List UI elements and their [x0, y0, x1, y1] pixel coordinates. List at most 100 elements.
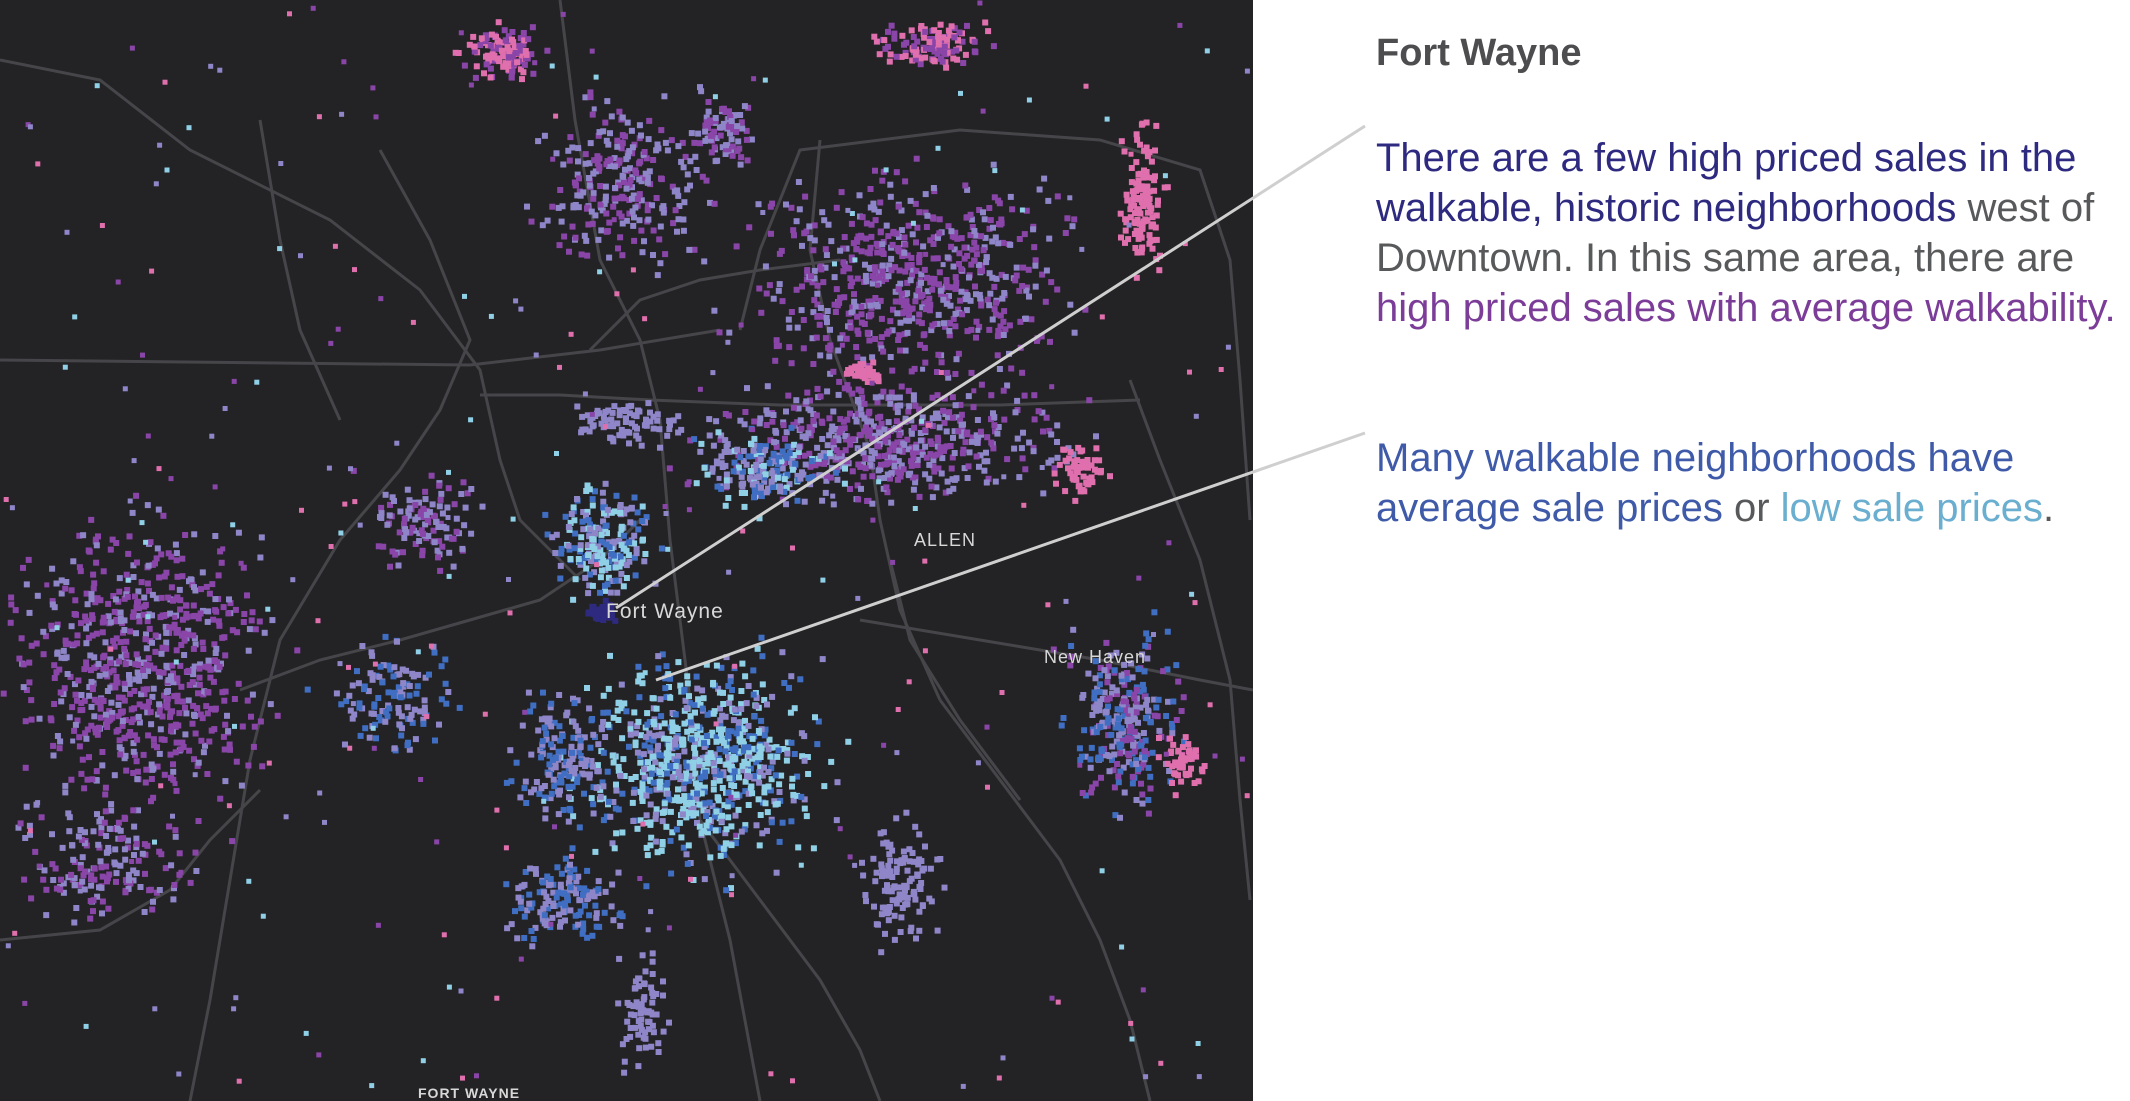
- sale-dot: [989, 274, 996, 281]
- sale-dot: [930, 185, 937, 191]
- sale-dot: [194, 705, 200, 712]
- sale-dot: [1115, 779, 1122, 786]
- sale-dot: [602, 567, 609, 573]
- sale-dot: [766, 460, 773, 466]
- sale-dot: [66, 828, 73, 835]
- sale-dot: [603, 210, 610, 217]
- sale-dot: [499, 39, 505, 46]
- sale-dot: [912, 56, 919, 63]
- sale-dot: [1140, 730, 1147, 736]
- sale-dot: [88, 722, 95, 729]
- sale-dot: [916, 254, 923, 261]
- sale-dot: [132, 661, 139, 668]
- sale-dot: [888, 22, 895, 29]
- sale-dot: [776, 838, 783, 845]
- sale-dot: [565, 762, 572, 768]
- sale-dot: [54, 621, 61, 628]
- sale-dot: [83, 659, 90, 666]
- sale-dot: [604, 709, 611, 716]
- sale-dot: [61, 685, 68, 692]
- sale-dot: [1111, 751, 1118, 758]
- sale-dot: [1164, 184, 1171, 191]
- sale-dot: [1156, 727, 1163, 734]
- sale-dot: [593, 611, 600, 617]
- sale-dot: [1082, 792, 1089, 799]
- sale-dot: [99, 629, 106, 636]
- sale-dot: [657, 260, 664, 267]
- sale-dot: [167, 713, 173, 720]
- sale-dot: [561, 233, 568, 240]
- sale-dot: [226, 596, 232, 603]
- sale-dot: [699, 705, 706, 712]
- sale-dot: [456, 704, 463, 711]
- sale-dot: [346, 692, 353, 699]
- sale-dot: [627, 519, 634, 526]
- sale-dot: [793, 218, 800, 225]
- sale-dot: [697, 775, 704, 782]
- sale-dot: [905, 408, 912, 415]
- sale-dot: [992, 478, 999, 485]
- sale-dot: [1133, 761, 1140, 767]
- sale-dot: [538, 716, 545, 723]
- sale-dot: [66, 814, 73, 821]
- sale-dot: [717, 717, 724, 724]
- sale-dot: [1105, 715, 1112, 722]
- sale-dot: [1019, 283, 1026, 289]
- sale-dot: [156, 708, 163, 715]
- sale-dot: [720, 739, 727, 746]
- sale-dot: [211, 641, 218, 648]
- sale-dot: [944, 254, 951, 261]
- sale-dot: [78, 692, 85, 698]
- sale-dot: [42, 633, 49, 640]
- sale-dot: [690, 877, 697, 883]
- sale-dot: [1133, 743, 1140, 750]
- sale-dot: [379, 708, 386, 714]
- sale-dot: [639, 780, 646, 787]
- sale-dot: [627, 731, 634, 738]
- sale-dot: [821, 783, 828, 790]
- sale-dot: [83, 735, 90, 742]
- sale-dot: [192, 849, 199, 856]
- sale-dot: [1138, 224, 1145, 231]
- sale-dot: [197, 610, 204, 617]
- sale-dot: [170, 768, 177, 775]
- sale-dot: [738, 154, 745, 161]
- sale-dot: [793, 286, 800, 293]
- sale-dot: [108, 699, 115, 706]
- sale-dot: [524, 907, 531, 914]
- sale-dot: [203, 703, 210, 710]
- sale-dot: [586, 912, 593, 919]
- sale-dot: [892, 298, 899, 305]
- sale-dot: [592, 488, 598, 495]
- sale-dot: [968, 261, 975, 268]
- sale-dot: [1112, 812, 1119, 819]
- sale-dot: [598, 531, 605, 538]
- sale-dot: [826, 415, 833, 422]
- sale-dot: [664, 770, 671, 777]
- sale-dot: [759, 772, 766, 779]
- sale-dot: [744, 773, 750, 779]
- sale-dot: [588, 717, 595, 724]
- sale-dot: [1093, 433, 1099, 440]
- sale-dot: [350, 467, 357, 474]
- sale-dot: [653, 195, 660, 201]
- sale-dot: [172, 749, 179, 756]
- sale-dot: [899, 905, 906, 911]
- sale-dot: [546, 761, 553, 768]
- sale-dot: [745, 722, 752, 729]
- sale-dot: [931, 280, 937, 287]
- map-canvas[interactable]: Fort Wayne ALLEN New Haven FORT WAYNE: [0, 0, 1253, 1101]
- sale-dot: [206, 590, 213, 597]
- sale-dot: [543, 922, 550, 929]
- sale-dot: [983, 479, 990, 486]
- sale-dot: [667, 694, 674, 701]
- sale-dot: [515, 894, 522, 901]
- sale-dot: [566, 248, 572, 255]
- sale-dot: [849, 468, 856, 475]
- sale-dot: [937, 21, 944, 28]
- sale-dot: [605, 141, 612, 148]
- sale-dot: [799, 753, 806, 760]
- sale-dot: [729, 755, 736, 762]
- sale-dot: [88, 872, 95, 879]
- sale-dot: [408, 711, 415, 718]
